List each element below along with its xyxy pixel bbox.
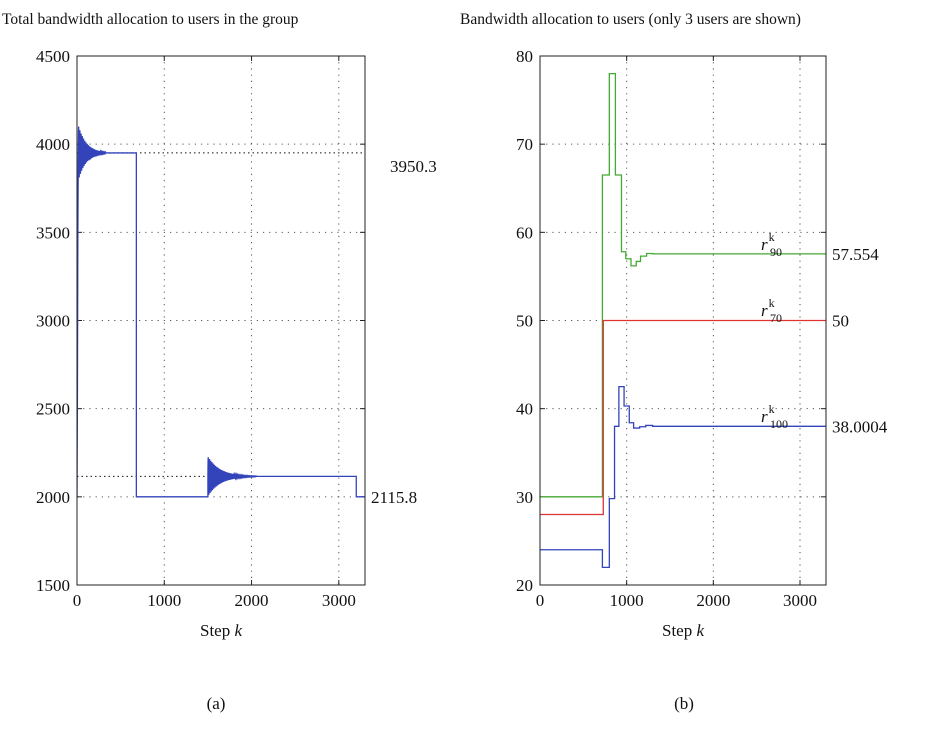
chart-panel-a: Total bandwidth allocation to users in t… (2, 11, 437, 713)
y-tick-label: 80 (516, 47, 533, 66)
x-axis-label-text: Step (662, 621, 692, 640)
plot-frame (76, 55, 366, 586)
y-tick-label: 70 (516, 135, 533, 154)
series-line-r70 (540, 319, 826, 516)
series-line (77, 126, 365, 498)
x-axis-label: Step k (200, 621, 242, 640)
end-value-label: 3950.3 (390, 157, 437, 176)
x-tick-label: 0 (536, 591, 545, 610)
x-axis-label-variable: k (696, 621, 704, 640)
panel-label: (a) (207, 694, 226, 713)
series-label-subscript: 70 (770, 311, 782, 325)
y-tick-label: 60 (516, 223, 533, 242)
end-value-label: 38.0004 (832, 417, 888, 436)
y-tick-label: 3500 (36, 223, 70, 242)
y-tick-label: 2500 (36, 400, 70, 419)
chart-title: Total bandwidth allocation to users in t… (2, 11, 299, 28)
panel-label: (b) (674, 694, 694, 713)
y-tick-label: 40 (516, 400, 533, 419)
end-value-label: 50 (832, 312, 849, 331)
series-line-r90 (540, 72, 826, 498)
x-axis-label-text: Step (200, 621, 230, 640)
chart-title: Bandwidth allocation to users (only 3 us… (460, 11, 801, 28)
x-axis-label: Step k (662, 621, 704, 640)
series-label-superscript: k (769, 402, 775, 416)
series-label-r70: rk 70 (761, 296, 782, 325)
series-label-superscript: k (769, 230, 775, 244)
end-value-label: 2115.8 (371, 488, 417, 507)
series-label-base: r (761, 301, 768, 320)
x-tick-label: 1000 (147, 591, 181, 610)
y-tick-label: 2000 (36, 488, 70, 507)
x-tick-label: 3000 (783, 591, 817, 610)
series-label-r90: rk 90 (761, 230, 782, 259)
x-tick-label: 0 (73, 591, 82, 610)
series-label-r100: rk 100 (761, 402, 788, 431)
x-axis-label-variable: k (234, 621, 242, 640)
series-label-base: r (761, 407, 768, 426)
series-label-subscript: 100 (770, 417, 788, 431)
x-tick-label: 3000 (322, 591, 356, 610)
y-tick-label: 1500 (36, 576, 70, 595)
x-tick-label: 2000 (235, 591, 269, 610)
end-value-label: 57.554 (832, 245, 879, 264)
plot-frame (539, 55, 827, 586)
y-tick-label: 3000 (36, 312, 70, 331)
y-tick-label: 50 (516, 312, 533, 331)
y-tick-label: 30 (516, 488, 533, 507)
series-label-superscript: k (769, 296, 775, 310)
series-label-subscript: 90 (770, 245, 782, 259)
x-tick-label: 1000 (610, 591, 644, 610)
y-tick-label: 4000 (36, 135, 70, 154)
x-tick-label: 2000 (696, 591, 730, 610)
chart-panel-b: Bandwidth allocation to users (only 3 us… (460, 11, 888, 713)
series-line-r100 (540, 385, 826, 569)
series-label-base: r (761, 235, 768, 254)
y-tick-label: 4500 (36, 47, 70, 66)
y-tick-label: 20 (516, 576, 533, 595)
